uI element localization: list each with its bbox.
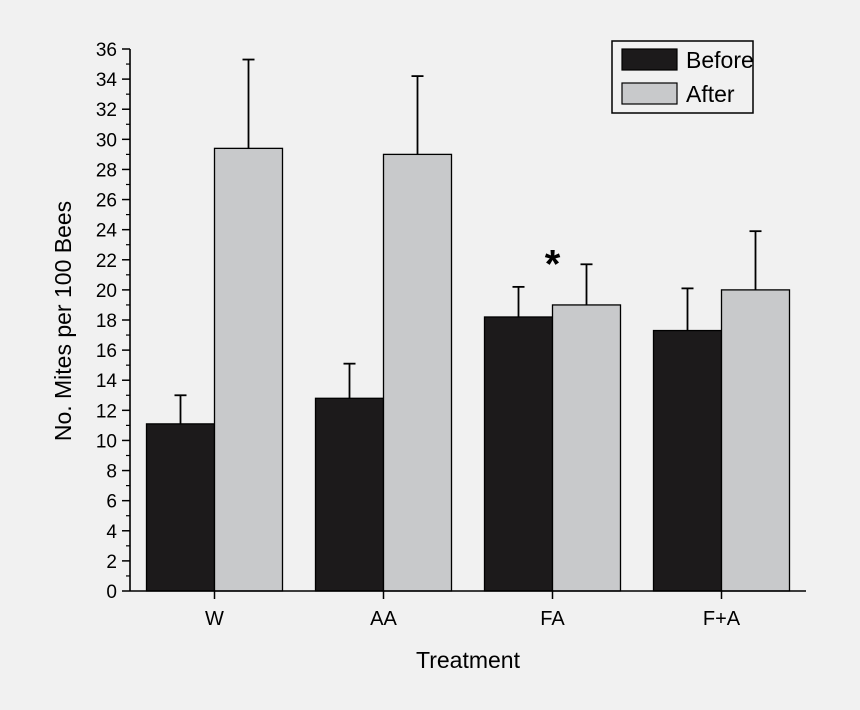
legend-label-before: Before [686, 47, 754, 73]
y-tick-label-34: 34 [96, 70, 118, 91]
y-tick-label-2: 2 [106, 552, 117, 573]
y-tick-label-12: 12 [96, 401, 117, 422]
y-tick-label-22: 22 [96, 251, 117, 272]
bar-before-aa [314, 397, 385, 592]
y-tick-label-6: 6 [106, 492, 117, 513]
y-tick-label-32: 32 [96, 100, 117, 121]
y-tick-label-18: 18 [96, 311, 117, 332]
bar-after-fa [720, 289, 791, 592]
y-tick-label-10: 10 [96, 431, 117, 452]
legend-label-after: After [686, 81, 735, 107]
x-tick-label-0: W [205, 608, 224, 630]
x-tick-label-1: AA [370, 608, 397, 630]
y-tick-label-4: 4 [106, 522, 117, 543]
y-tick-label-36: 36 [96, 40, 117, 61]
x-tick-label-2: FA [540, 608, 565, 630]
y-tick-label-20: 20 [96, 281, 117, 302]
bar-before-fa [652, 329, 723, 592]
bar-after-fa [551, 304, 622, 592]
x-axis-title: Treatment [416, 647, 521, 673]
annotation-0: * [545, 242, 561, 286]
legend-swatch-after [621, 82, 678, 105]
bar-after-aa [382, 153, 453, 592]
bar-after-w [213, 147, 284, 592]
y-tick-label-14: 14 [96, 371, 118, 392]
legend: Before After [611, 40, 754, 114]
legend-swatch-before [621, 48, 678, 71]
x-tick-label-3: F+A [703, 608, 741, 630]
plot-area: W AA FA F+A02468101214161820222426283032343… [96, 40, 806, 630]
bar-before-w [145, 423, 216, 592]
y-tick-label-26: 26 [96, 191, 117, 212]
y-tick-label-0: 0 [106, 582, 117, 603]
bar-before-fa [483, 316, 554, 592]
y-tick-label-16: 16 [96, 341, 117, 362]
y-tick-label-30: 30 [96, 130, 117, 151]
y-tick-label-24: 24 [96, 221, 118, 242]
y-axis-title: No. Mites per 100 Bees [50, 201, 76, 441]
y-tick-label-8: 8 [106, 462, 117, 483]
y-tick-label-28: 28 [96, 160, 117, 181]
